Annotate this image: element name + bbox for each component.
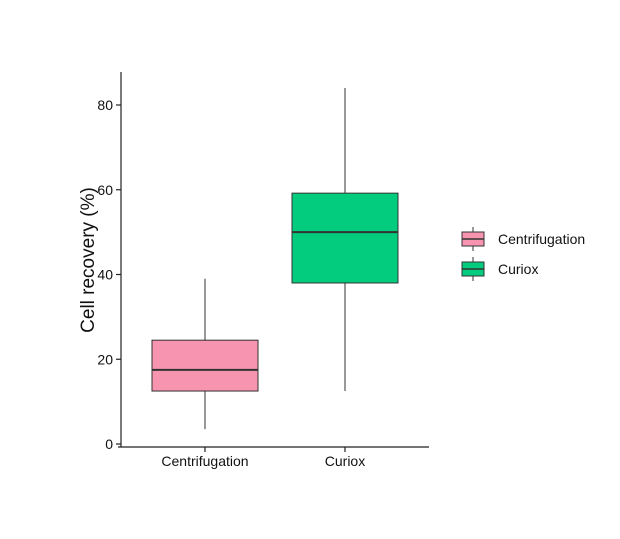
y-tick-label: 0 [105,436,113,452]
y-tick-label: 20 [97,351,113,367]
axes: 0 20 40 60 80 Centrifugation Curiox [97,72,429,469]
box-centrifugation [151,339,259,392]
labels: Cell recovery (%) [78,187,99,333]
y-axis-label: Cell recovery (%) [78,187,99,333]
boxes [151,88,399,430]
legend-label: Centrifugation [498,231,585,247]
y-tick-label: 40 [97,267,113,283]
y-tick-label: 60 [97,182,113,198]
x-tick-label: Curiox [325,453,365,469]
y-tick-label: 80 [97,97,113,113]
legend-label: Curiox [498,261,538,277]
x-tick-label: Centrifugation [161,453,248,469]
legend: Centrifugation Curiox [461,227,585,281]
box-curiox [291,192,399,284]
